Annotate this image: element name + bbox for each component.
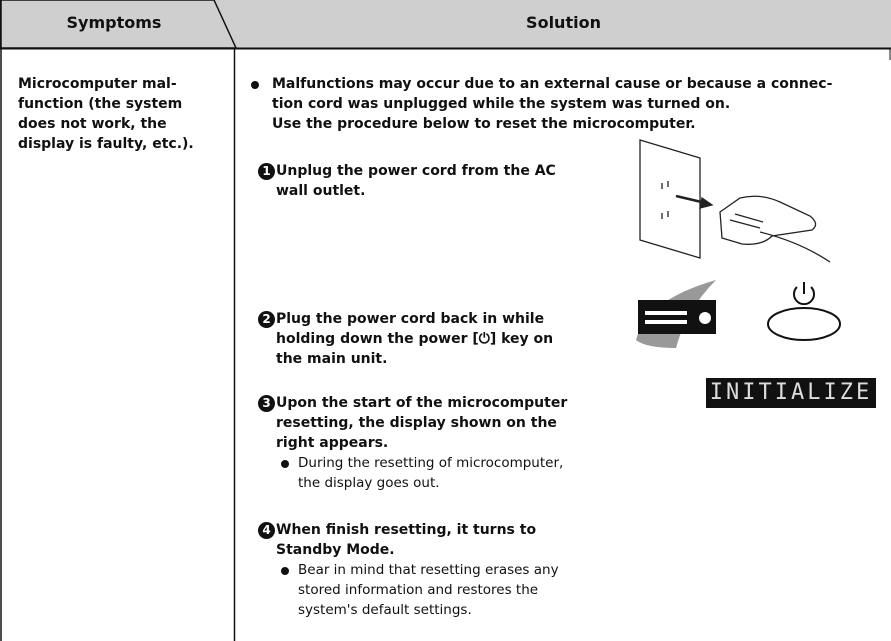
step-line: Standby Mode. [276, 542, 395, 558]
note-line: system's default settings. [298, 602, 472, 618]
step-number: 1 [258, 163, 275, 180]
step-line: wall outlet. [276, 183, 366, 199]
step-line: Unplug the power cord from the AC [276, 163, 556, 179]
bullet [281, 460, 289, 468]
step-line: the main unit. [276, 351, 388, 367]
step-number: 4 [258, 522, 275, 539]
display-panel [706, 378, 876, 408]
step-line: Upon the start of the microcomputer [276, 395, 568, 411]
receiver-illustration [636, 280, 716, 348]
note-line: the display goes out. [298, 475, 440, 491]
symptom-line: display is faulty, etc.). [18, 136, 194, 152]
bullet [281, 567, 289, 575]
symptom-line: function (the system [18, 96, 183, 112]
intro-line: Malfunctions may occur due to an externa… [272, 76, 833, 92]
step-number: 3 [258, 395, 275, 412]
bullet [251, 81, 259, 89]
step: Upon the start of the microcomputer reset… [276, 393, 567, 453]
step-line: right appears. [276, 435, 389, 451]
note-line: Bear in mind that resetting erases any [298, 562, 559, 578]
step: Plug the power cord back in while holding… [276, 309, 553, 369]
step-notes: Bear in mind that resetting erases any st… [298, 560, 559, 620]
note-line: stored information and restores the [298, 582, 539, 598]
step: When finish resetting, it turns to Standb… [276, 520, 536, 560]
step-line: resetting, the display shown on the [276, 415, 557, 431]
intro-line: tion cord was unplugged while the system… [272, 96, 731, 112]
intro: Malfunctions may occur due to an externa… [272, 74, 832, 134]
step-number: 2 [258, 311, 275, 328]
header-solution: Solution [526, 13, 601, 32]
step-line: When finish resetting, it turns to [276, 522, 537, 538]
outlet-illustration [639, 139, 831, 263]
symptom-line: Microcomputer mal- [18, 76, 177, 92]
header-symptoms: Symptoms [66, 13, 162, 32]
step: Unplug the power cord from the AC wall ou… [276, 161, 556, 201]
note-line: During the resetting of microcomputer, [298, 455, 564, 471]
step-line: Plug the power cord back in while [276, 311, 545, 327]
step-line: holding down the power [⏻] key on [276, 331, 554, 347]
step-notes: During the resetting of microcomputer, th… [298, 453, 563, 493]
intro-line: Use the procedure below to reset the mic… [272, 116, 696, 132]
symptom-line: does not work, the [18, 116, 167, 132]
power-button-illustration [767, 282, 841, 341]
display-text: INITIALIZE [709, 380, 873, 405]
symptom-cell: Microcomputer mal-function (the system do… [18, 74, 194, 154]
